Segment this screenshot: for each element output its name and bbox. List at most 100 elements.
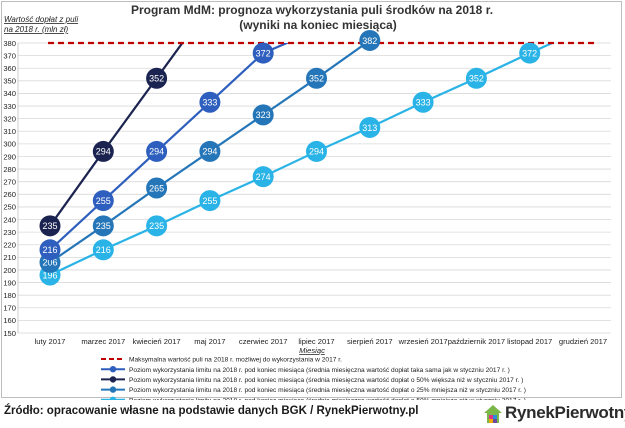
data-label: 235 [149, 221, 164, 231]
data-label: 352 [469, 74, 484, 84]
data-label: 382 [362, 36, 377, 46]
x-tick-label: sierpień 2017 [347, 337, 393, 346]
data-point [146, 140, 168, 162]
y-tick-label: 260 [3, 190, 16, 199]
data-point [146, 215, 168, 237]
data-label: 206 [42, 258, 57, 268]
y-tick-label: 320 [3, 114, 16, 123]
data-label: 265 [149, 183, 164, 193]
y-tick-label: 170 [3, 304, 16, 313]
legend-swatch-marker [109, 396, 117, 400]
y-tick-label: 370 [3, 51, 16, 60]
data-point [146, 67, 168, 89]
data-point [252, 104, 274, 126]
y-tick-label: 250 [3, 203, 16, 212]
data-label: 294 [149, 147, 164, 157]
y-tick-label: 340 [3, 89, 16, 98]
legend-label: Poziom wykorzystania limitu na 2018 r. p… [129, 397, 526, 400]
x-tick-label: grudzień 2017 [559, 337, 607, 346]
data-label: 294 [96, 147, 111, 157]
x-tick-label: lipiec 2017 [298, 337, 334, 346]
data-point [92, 239, 114, 261]
data-label: 216 [42, 245, 57, 255]
data-point [252, 42, 274, 64]
data-label: 255 [202, 196, 217, 206]
x-tick-label: kwiecień 2017 [133, 337, 181, 346]
line-chart: Program MdM: prognoza wykorzystania puli… [3, 3, 611, 400]
logo-text: RynekPierwotny [505, 403, 625, 422]
data-label: 235 [42, 221, 57, 231]
y-tick-label: 350 [3, 77, 16, 86]
data-label: 323 [256, 110, 271, 120]
y-tick-label: 300 [3, 140, 16, 149]
data-point [359, 116, 381, 138]
chart-title: Program MdM: prognoza wykorzystania puli… [131, 3, 493, 17]
x-tick-label: maj 2017 [194, 337, 225, 346]
data-point [306, 67, 327, 89]
data-point [39, 239, 61, 261]
legend-label: Poziom wykorzystania limitu na 2018 r. p… [129, 367, 510, 374]
series-line [49, 43, 290, 251]
data-point [519, 42, 541, 64]
y-tick-label: 180 [3, 291, 16, 300]
data-label: 333 [202, 98, 217, 108]
y-axis-label: na 2018 r. (mln zł) [4, 25, 69, 34]
legend-label: Maksymalna wartość puli na 2018 r. możli… [129, 357, 342, 364]
y-tick-label: 330 [3, 102, 16, 111]
y-tick-label: 290 [3, 152, 16, 161]
y-tick-label: 240 [3, 215, 16, 224]
y-tick-label: 220 [3, 241, 16, 250]
data-label: 274 [256, 172, 271, 182]
data-label: 352 [309, 74, 324, 84]
data-label: 333 [416, 98, 431, 108]
data-point [39, 215, 61, 237]
y-tick-label: 310 [3, 127, 16, 136]
y-tick-label: 380 [3, 39, 16, 48]
data-label: 372 [522, 48, 537, 58]
data-label: 196 [42, 270, 57, 280]
y-tick-label: 190 [3, 278, 16, 287]
x-tick-label: marzec 2017 [81, 337, 125, 346]
data-point [306, 140, 327, 162]
data-label: 372 [256, 48, 271, 58]
brand-logo: RynekPierwotny [483, 402, 625, 426]
y-tick-label: 360 [3, 64, 16, 73]
chart-subtitle: (wyniki na koniec miesiąca) [239, 18, 396, 32]
data-label: 216 [96, 245, 111, 255]
series-line [49, 43, 184, 227]
data-point [199, 190, 221, 212]
x-tick-label: wrzesień 2017 [398, 337, 448, 346]
y-tick-label: 160 [3, 316, 16, 325]
data-point [199, 91, 221, 113]
legend-label: Poziom wykorzystania limitu na 2018 r. p… [129, 377, 523, 384]
data-point [146, 177, 168, 199]
data-label: 294 [202, 147, 217, 157]
data-label: 352 [149, 74, 164, 84]
house-logo-icon [484, 405, 502, 423]
y-tick-label: 280 [3, 165, 16, 174]
chart-frame [1, 1, 622, 398]
x-tick-label: luty 2017 [35, 337, 66, 346]
data-label: 294 [309, 147, 324, 157]
legend-swatch-marker [109, 386, 117, 393]
data-point [92, 140, 114, 162]
x-axis-label: Miesiąc [299, 346, 325, 355]
y-tick-label: 150 [3, 329, 16, 338]
data-label: 313 [362, 123, 377, 133]
x-tick-label: czerwiec 2017 [239, 337, 288, 346]
y-tick-label: 270 [3, 177, 16, 186]
legend-swatch-marker [109, 376, 117, 383]
x-tick-label: listopad 2017 [507, 337, 552, 346]
data-point [92, 215, 114, 237]
data-point [252, 166, 274, 188]
data-point [199, 140, 221, 162]
data-point [412, 91, 434, 113]
x-tick-label: październik 2017 [448, 337, 505, 346]
y-tick-label: 200 [3, 266, 16, 275]
legend-swatch-marker [109, 366, 117, 373]
data-label: 235 [96, 221, 111, 231]
data-point [359, 29, 381, 51]
data-label: 255 [96, 196, 111, 206]
legend-label: Poziom wykorzystania limitu na 2018 r. p… [129, 387, 526, 394]
data-point [92, 190, 114, 212]
